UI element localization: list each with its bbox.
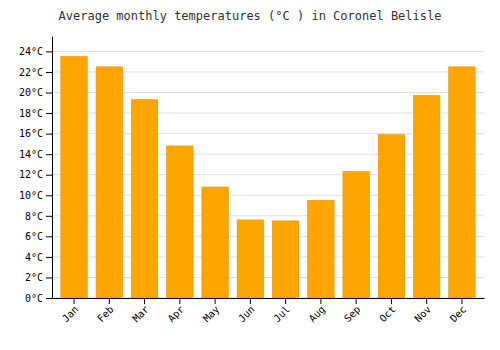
y-tick-label: 10°C	[19, 190, 43, 201]
y-tick-mark	[46, 216, 52, 217]
x-tick-mark	[391, 298, 392, 304]
x-tick-label: Mar	[130, 304, 151, 325]
y-tick: 4°C	[25, 252, 52, 263]
grid	[52, 51, 484, 298]
x-tick-mark	[215, 298, 216, 304]
x-tick-label: Jul	[271, 304, 292, 325]
x-tick: Jun	[236, 298, 257, 324]
x-tick: Apr	[166, 298, 187, 324]
y-tick: 6°C	[25, 231, 52, 242]
x-tick-label: Oct	[377, 304, 398, 325]
bar	[96, 67, 122, 298]
y-tick: 10°C	[19, 190, 52, 201]
y-axis: 0°C 2°C 4°C 6°C 8°C 10°C 12°C 14°C 16°C 18°C 20°C 2…	[19, 37, 53, 304]
chart: 0°C 2°C 4°C 6°C 8°C 10°C 12°C 14°C 16°C 18°C 20°C 2…	[0, 0, 500, 350]
plot-area: 0°C 2°C 4°C 6°C 8°C 10°C 12°C 14°C 16°C 18°C 20°C 2…	[19, 37, 485, 325]
y-tick: 20°C	[19, 87, 52, 98]
y-tick-label: 6°C	[25, 231, 43, 242]
x-tick: Feb	[95, 298, 116, 324]
y-tick-mark	[46, 134, 52, 135]
x-tick-label: Jan	[60, 304, 81, 325]
x-tick-label: Apr	[166, 304, 187, 325]
y-tick-label: 2°C	[25, 272, 43, 283]
x-tick: Dec	[448, 298, 469, 324]
y-tick-mark	[46, 195, 52, 196]
y-tick-mark	[46, 51, 52, 52]
y-tick-label: 12°C	[19, 169, 43, 180]
y-tick: 24°C	[19, 46, 52, 57]
x-tick-label: Jun	[236, 304, 257, 325]
y-tick: 2°C	[25, 272, 52, 283]
y-tick-label: 22°C	[19, 67, 43, 78]
x-tick-mark	[74, 298, 75, 304]
x-tick-mark	[179, 298, 180, 304]
bar	[343, 172, 369, 298]
y-tick-mark	[46, 257, 52, 258]
x-tick: Aug	[307, 298, 328, 324]
y-tick: 0°C	[25, 293, 52, 304]
y-tick-label: 8°C	[25, 211, 43, 222]
x-tick: Mar	[130, 298, 151, 324]
bar	[413, 96, 439, 298]
x-tick-label: May	[201, 304, 222, 325]
y-tick: 12°C	[19, 169, 52, 180]
y-tick-label: 0°C	[25, 293, 43, 304]
x-tick: Jul	[271, 298, 292, 324]
y-tick-mark	[46, 175, 52, 176]
grid-line	[52, 51, 484, 52]
bar	[167, 146, 193, 298]
x-tick: Nov	[413, 298, 434, 324]
x-tick: Oct	[377, 298, 398, 324]
x-tick-mark	[356, 298, 357, 304]
bar	[131, 100, 157, 298]
title: Average monthly temperatures (°C ) in Co…	[59, 9, 442, 23]
y-tick-label: 14°C	[19, 149, 43, 160]
y-axis-line	[52, 37, 53, 299]
y-tick-label: 18°C	[19, 108, 43, 119]
y-tick-label: 4°C	[25, 252, 43, 263]
bar	[202, 187, 228, 298]
y-tick-mark	[46, 277, 52, 278]
y-tick: 16°C	[19, 128, 52, 139]
y-tick-label: 24°C	[19, 46, 43, 57]
y-tick-mark	[46, 72, 52, 73]
x-tick-mark	[285, 298, 286, 304]
y-tick: 14°C	[19, 149, 52, 160]
y-tick: 8°C	[25, 211, 52, 222]
x-tick-label: Feb	[95, 304, 116, 325]
y-tick-mark	[46, 298, 52, 299]
x-tick-label: Nov	[413, 304, 434, 325]
y-tick-label: 16°C	[19, 128, 43, 139]
x-tick: May	[201, 298, 222, 324]
x-tick-mark	[426, 298, 427, 304]
y-tick-mark	[46, 154, 52, 155]
bars	[61, 57, 475, 298]
x-tick: Sep	[342, 298, 363, 324]
bar	[378, 135, 404, 298]
y-tick-label: 20°C	[19, 87, 43, 98]
x-axis: Jan Feb Mar Apr May Jun Jul Aug Sep Oct Nov Dec	[53, 298, 485, 324]
x-axis-line	[53, 298, 485, 299]
x-tick-mark	[144, 298, 145, 304]
bar	[308, 200, 334, 298]
x-tick-mark	[320, 298, 321, 304]
bar	[449, 67, 475, 298]
x-tick-label: Dec	[448, 304, 469, 325]
bar	[61, 57, 87, 298]
bar	[237, 220, 263, 298]
x-tick: Jan	[60, 298, 81, 324]
x-tick-mark	[250, 298, 251, 304]
y-tick-mark	[46, 113, 52, 114]
y-tick-mark	[46, 93, 52, 94]
bar	[272, 221, 298, 298]
y-tick-mark	[46, 236, 52, 237]
y-tick: 22°C	[19, 67, 52, 78]
x-tick-mark	[461, 298, 462, 304]
y-tick: 18°C	[19, 108, 52, 119]
x-tick-label: Sep	[342, 304, 363, 325]
x-tick-label: Aug	[307, 304, 328, 325]
x-tick-mark	[109, 298, 110, 304]
